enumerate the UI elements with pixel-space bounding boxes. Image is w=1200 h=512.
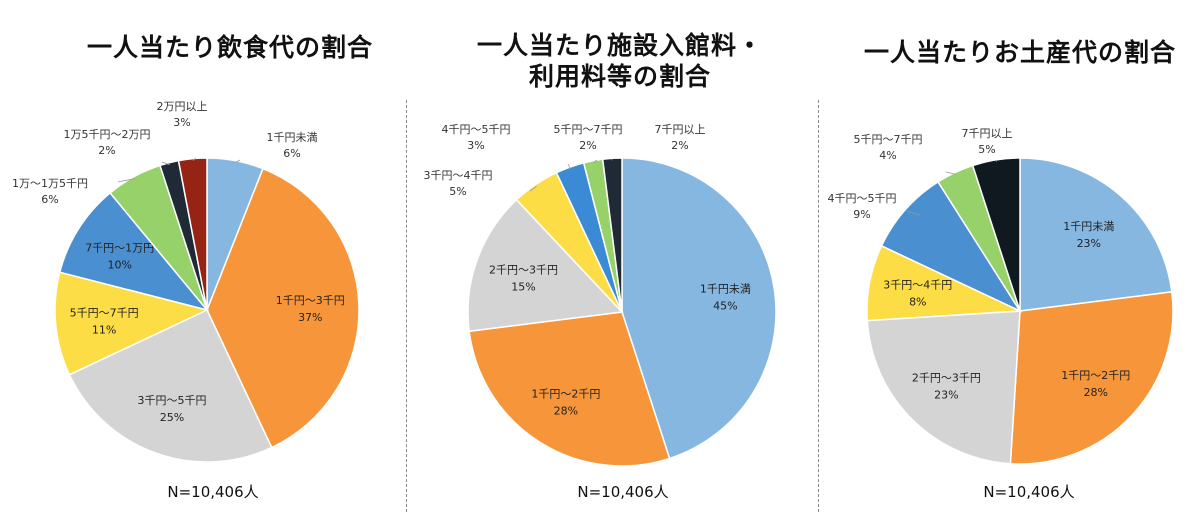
sample-size-souvenir: N=10,406人 (983, 483, 1075, 501)
slice-label: 3千円～4千円 (883, 279, 952, 292)
slice-percent: 2% (671, 139, 688, 152)
slice-percent: 2% (98, 144, 115, 157)
slice-label: 4千円～5千円 (828, 192, 897, 205)
pie-slice (1019, 157, 1173, 312)
slice-label: 4千円～5千円 (442, 123, 511, 136)
slice-percent: 23% (1077, 237, 1101, 250)
leader-line (593, 159, 598, 164)
pie-chart-food: 1千円未満 6% 1千円～3千円 37% 3千円～5千円 25% 5千円～7千円 11% 7千円… (12, 100, 360, 463)
slice-label: 7千円以上 (655, 123, 706, 136)
slice-label: 7千円～1万円 (85, 242, 154, 255)
leader-line (567, 163, 571, 170)
divider-right (818, 100, 819, 512)
slice-percent: 11% (92, 324, 116, 337)
pie-slice (68, 309, 273, 463)
slice-label: 2千円～3千円 (489, 264, 558, 277)
pie-chart-admission: 1千円未満 45% 1千円～2千円 28% 2千円～3千円 15% 3千円～4千円 5% 4千円… (424, 123, 777, 467)
slice-label: 1万～1万5千円 (12, 177, 88, 190)
pie-slice (601, 157, 623, 313)
slice-label: 5千円～7千円 (70, 307, 139, 320)
slice-label: 1千円～3千円 (276, 294, 345, 307)
pie-slice (54, 271, 210, 376)
slice-label: 7千円以上 (962, 127, 1013, 140)
chart-title-admission-line-2: 利用料等の割合 (528, 62, 711, 92)
slice-percent: 6% (41, 193, 58, 206)
slice-percent: 3% (173, 116, 190, 129)
slice-percent: 25% (160, 411, 184, 424)
pie-chart-souvenir: 1千円未満 23% 1千円～2千円 28% 2千円～3千円 23% 3千円～4千円 8% 4千円… (828, 127, 1174, 465)
leader-line (906, 210, 921, 216)
slice-label: 2千円～3千円 (912, 372, 981, 385)
chart-title-admission: 一人当たり施設入館料・ 利用料等の割合 (455, 30, 785, 93)
slice-percent: 2% (579, 139, 596, 152)
pie-slice (621, 157, 777, 460)
leader-line (234, 159, 241, 164)
slice-label: 1千円未満 (267, 131, 318, 144)
slice-percent: 5% (449, 185, 466, 198)
leader-line (529, 185, 537, 192)
divider-left (406, 100, 407, 512)
leader-line (945, 171, 956, 175)
pie-slice (1009, 290, 1174, 465)
pie-slice (866, 310, 1021, 465)
leader-line (117, 178, 135, 183)
leader-line (161, 161, 170, 166)
slice-label: 1千円未満 (1063, 220, 1114, 233)
pie-slice (467, 198, 624, 333)
slice-percent: 28% (1084, 386, 1108, 399)
leader-line (192, 157, 197, 162)
pie-slice (58, 191, 210, 312)
slice-percent: 3% (467, 139, 484, 152)
chart-title-souvenir: 一人当たりお土産代の割合 (863, 38, 1176, 67)
slice-percent: 23% (934, 389, 958, 402)
slice-percent: 10% (107, 259, 131, 272)
slice-label: 1万5千円～2万円 (64, 128, 151, 141)
slice-label: 5千円～7千円 (554, 123, 623, 136)
leader-line (610, 158, 613, 161)
slice-label: 3千円～4千円 (424, 169, 493, 182)
slice-percent: 45% (713, 300, 737, 313)
sample-size-food: N=10,406人 (167, 483, 259, 501)
slice-percent: 15% (511, 281, 535, 294)
slice-percent: 28% (554, 404, 578, 417)
slice-label: 1千円未満 (700, 283, 751, 296)
pie-slice (971, 157, 1021, 312)
slice-percent: 6% (283, 147, 300, 160)
pie-slice (468, 311, 671, 467)
pie-slice (177, 157, 208, 311)
slice-percent: 4% (879, 149, 896, 162)
pie-slice (206, 167, 360, 449)
slice-label: 3千円～5千円 (138, 394, 207, 407)
sample-size-admission: N=10,406人 (577, 483, 669, 501)
slice-percent: 5% (978, 143, 995, 156)
slice-label: 2万円以上 (157, 100, 208, 113)
chart-title-food: 一人当たり飲食代の割合 (86, 33, 373, 62)
slice-label: 5千円～7千円 (854, 133, 923, 146)
slice-label: 1千円～2千円 (1061, 369, 1130, 382)
slice-percent: 9% (853, 208, 870, 221)
chart-title-admission-line-1: 一人当たり施設入館料・ (476, 31, 763, 60)
slice-percent: 37% (298, 311, 322, 324)
slice-percent: 8% (909, 296, 926, 309)
slice-label: 1千円～2千円 (531, 387, 600, 400)
